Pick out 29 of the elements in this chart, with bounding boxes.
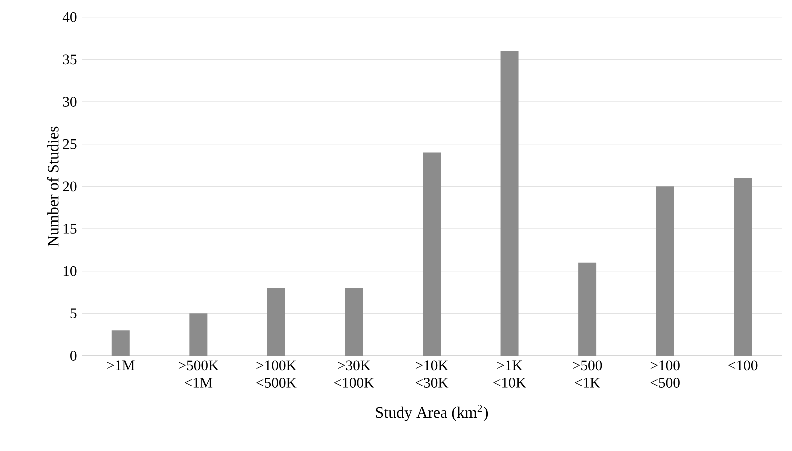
y-tick-label: 40 (62, 12, 77, 22)
y-axis-title: Number of Studies (47, 126, 59, 247)
y-tick-label: 30 (63, 97, 77, 107)
y-tick-label: 15 (64, 224, 77, 234)
y-tick-label: 0 (70, 351, 77, 361)
x-tick-label: >30K <100K (334, 360, 374, 388)
y-tick-label: 5 (70, 308, 77, 319)
bar (112, 330, 130, 356)
x-tick-label: >1M (107, 360, 135, 370)
bar (500, 51, 519, 356)
x-tick-label: >1K <10K (494, 360, 526, 388)
y-tick-label: 20 (63, 182, 77, 192)
bar (578, 262, 597, 356)
x-tick-label: >10K <30K (416, 360, 449, 388)
bar (423, 152, 441, 356)
x-axis-title: Study Area (km$^{2}$) (376, 405, 488, 422)
x-tick-label: >500K <1M (178, 360, 219, 388)
x-tick-label: <100 (728, 360, 758, 371)
bar (190, 314, 208, 356)
bar (345, 288, 364, 356)
x-tick-label: >100 <500 (650, 360, 680, 388)
x-tick-label: >500 <1K (573, 360, 602, 388)
y-tick-label: 25 (63, 139, 77, 150)
y-tick-label: 35 (63, 54, 77, 65)
y-tick-label: 10 (64, 266, 77, 276)
bar (267, 288, 286, 356)
bar (734, 178, 752, 356)
bar (656, 186, 674, 356)
x-tick-label: >100K <500K (256, 360, 297, 388)
